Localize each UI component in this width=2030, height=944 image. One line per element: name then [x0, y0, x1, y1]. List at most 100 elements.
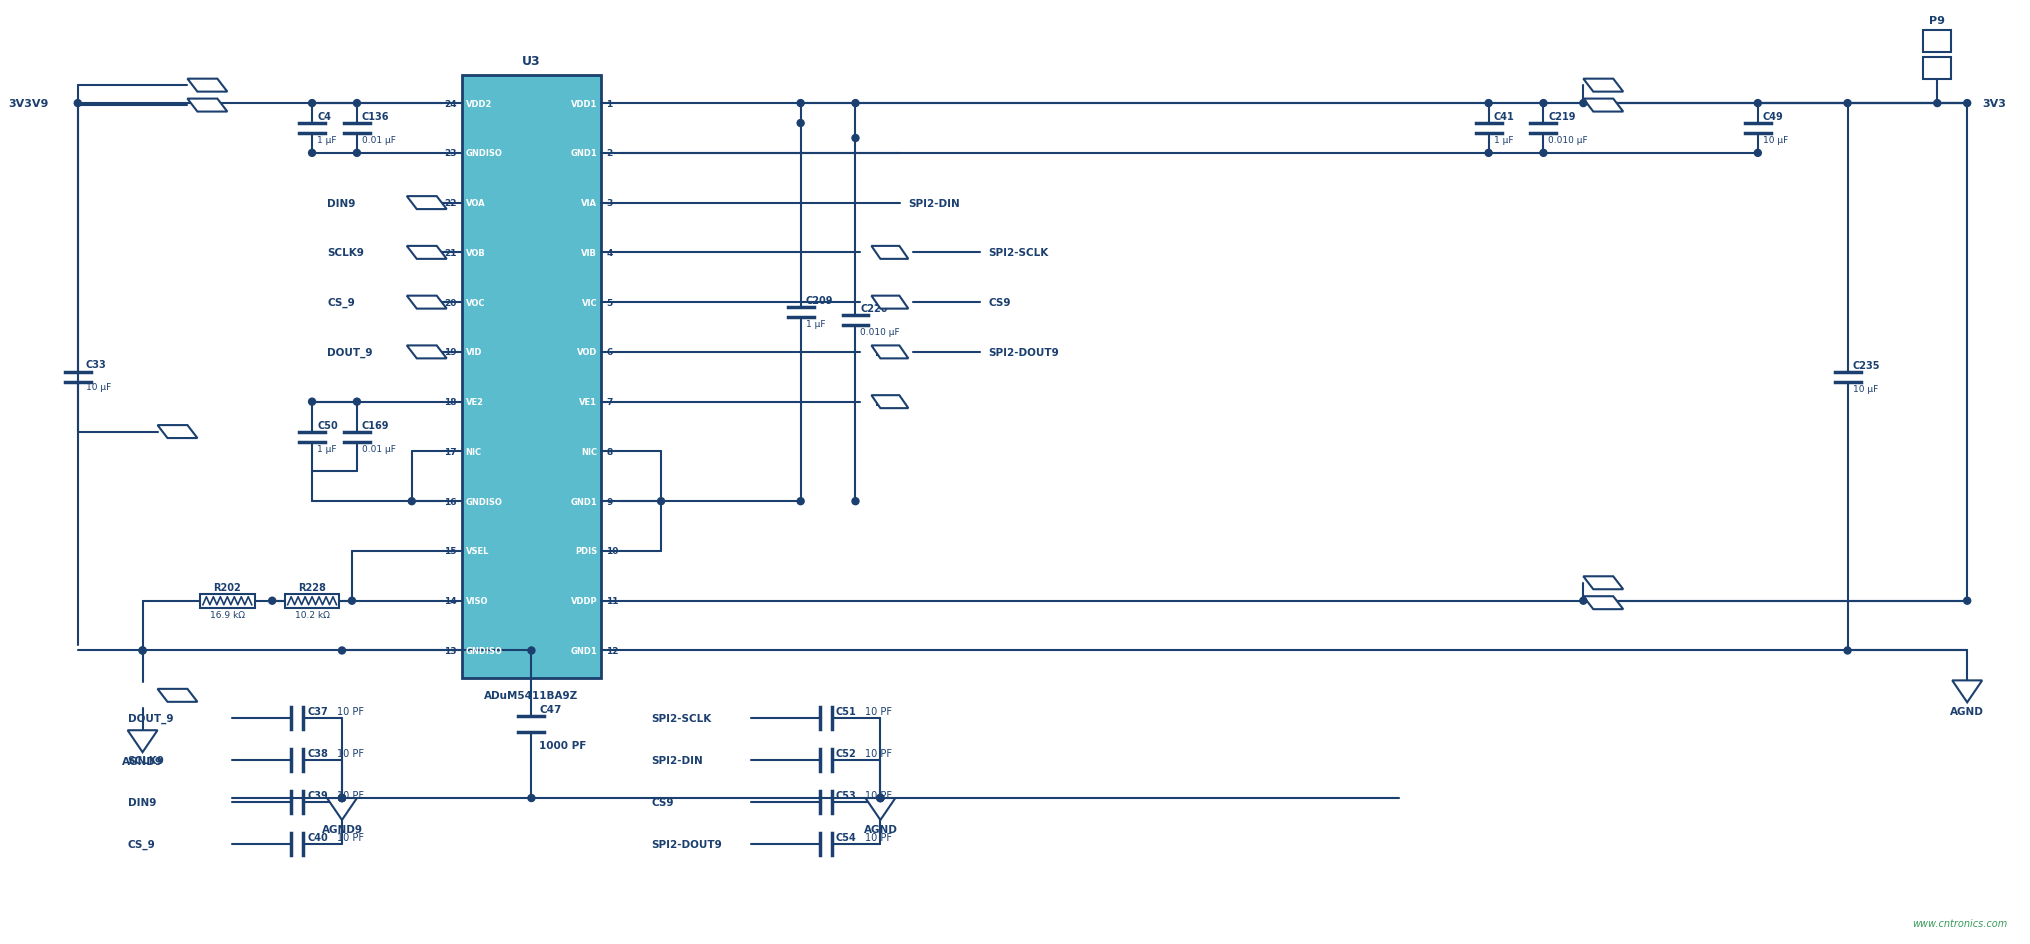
Circle shape: [1541, 150, 1547, 157]
Text: 24: 24: [445, 99, 457, 109]
Text: 3V3: 3V3: [1981, 99, 2006, 109]
Text: SPI2-DIN: SPI2-DIN: [652, 755, 702, 766]
Circle shape: [1579, 598, 1587, 604]
Polygon shape: [187, 79, 227, 93]
Text: C47: C47: [540, 704, 562, 715]
Text: 1 µF: 1 µF: [1494, 136, 1512, 144]
Text: P9: P9: [1928, 16, 1945, 26]
Circle shape: [798, 100, 804, 108]
Text: 17: 17: [445, 447, 457, 457]
Text: AGND: AGND: [863, 824, 897, 834]
Text: 5: 5: [607, 298, 613, 308]
Text: 10: 10: [607, 547, 619, 556]
Text: E6: E6: [1596, 101, 1610, 111]
Circle shape: [75, 100, 81, 108]
Text: VOA: VOA: [465, 199, 485, 208]
Circle shape: [309, 150, 315, 157]
Text: E133: E133: [875, 347, 903, 358]
Circle shape: [309, 398, 315, 406]
Text: 11: 11: [607, 597, 619, 605]
Text: 8: 8: [607, 447, 613, 457]
Circle shape: [1486, 150, 1492, 157]
Polygon shape: [865, 799, 895, 820]
Polygon shape: [871, 296, 907, 310]
Text: 1 µF: 1 µF: [317, 444, 337, 453]
Text: PDIS: PDIS: [574, 547, 597, 556]
Text: C136: C136: [361, 112, 390, 122]
Circle shape: [339, 648, 345, 654]
Text: C219: C219: [1549, 112, 1575, 122]
Text: VDDP: VDDP: [570, 597, 597, 605]
Text: E25: E25: [879, 248, 901, 258]
Text: SPI2-SCLK: SPI2-SCLK: [989, 248, 1047, 258]
Text: SCLK9: SCLK9: [128, 755, 164, 766]
Text: VIA: VIA: [581, 199, 597, 208]
Text: NIC: NIC: [465, 447, 481, 457]
Text: 4: 4: [607, 248, 613, 258]
Circle shape: [1541, 100, 1547, 108]
Text: GNDISO: GNDISO: [465, 647, 503, 655]
Text: 3: 3: [607, 199, 613, 208]
Circle shape: [798, 121, 804, 127]
Text: 1 µF: 1 µF: [806, 320, 824, 329]
Text: SPI2-DOUT9: SPI2-DOUT9: [989, 347, 1060, 358]
Text: C38: C38: [307, 749, 329, 758]
Polygon shape: [871, 246, 907, 260]
Text: 16.9 kΩ: 16.9 kΩ: [209, 610, 246, 619]
Text: 0.010 µF: 0.010 µF: [1549, 136, 1587, 144]
Circle shape: [1935, 100, 1941, 108]
Polygon shape: [128, 731, 158, 752]
Text: VE2: VE2: [465, 397, 483, 407]
Text: CS9: CS9: [652, 797, 674, 807]
Circle shape: [353, 100, 361, 108]
Bar: [1922, 31, 1951, 53]
Text: VDD2: VDD2: [465, 99, 491, 109]
Circle shape: [528, 795, 536, 801]
Circle shape: [140, 648, 146, 654]
Text: SPI2-DOUT9: SPI2-DOUT9: [652, 839, 723, 849]
Text: VE1: VE1: [579, 397, 597, 407]
Polygon shape: [406, 197, 447, 210]
Text: E132: E132: [875, 297, 903, 308]
Text: VDD1: VDD1: [570, 99, 597, 109]
Text: VIC: VIC: [583, 298, 597, 308]
Text: SCLK9: SCLK9: [327, 248, 363, 258]
Text: 10 PF: 10 PF: [865, 749, 893, 758]
Polygon shape: [158, 689, 197, 702]
Text: R202: R202: [213, 582, 242, 592]
Circle shape: [528, 648, 536, 654]
Circle shape: [1754, 150, 1762, 157]
Text: VOC: VOC: [465, 298, 485, 308]
Text: 0.010 µF: 0.010 µF: [861, 328, 899, 336]
Bar: [284, 594, 339, 608]
Text: C220: C220: [861, 303, 887, 313]
Circle shape: [349, 598, 355, 604]
Text: AGND9: AGND9: [321, 824, 363, 834]
Text: 15: 15: [445, 547, 457, 556]
Text: C40: C40: [307, 832, 327, 842]
Circle shape: [853, 135, 859, 143]
Text: GND1: GND1: [570, 497, 597, 506]
Text: U3: U3: [522, 55, 540, 68]
Text: GND1: GND1: [570, 149, 597, 159]
Text: CS9: CS9: [989, 297, 1011, 308]
Text: R228: R228: [298, 582, 327, 592]
Text: 1000 PF: 1000 PF: [540, 740, 587, 750]
Text: E31: E31: [1592, 598, 1614, 608]
Circle shape: [1843, 100, 1851, 108]
Text: 10 µF: 10 µF: [1853, 384, 1878, 394]
Text: E9: E9: [171, 427, 185, 437]
Bar: [1922, 59, 1951, 80]
Text: 2: 2: [607, 149, 613, 159]
Text: 3V3V9: 3V3V9: [8, 99, 49, 109]
Circle shape: [339, 795, 345, 801]
Text: C49: C49: [1762, 112, 1784, 122]
Circle shape: [1486, 100, 1492, 108]
Circle shape: [1843, 648, 1851, 654]
Text: C51: C51: [836, 706, 857, 716]
Polygon shape: [1583, 597, 1624, 610]
Text: C37: C37: [307, 706, 327, 716]
Text: 16: 16: [445, 497, 457, 506]
Text: 10 PF: 10 PF: [337, 749, 363, 758]
Polygon shape: [406, 296, 447, 310]
